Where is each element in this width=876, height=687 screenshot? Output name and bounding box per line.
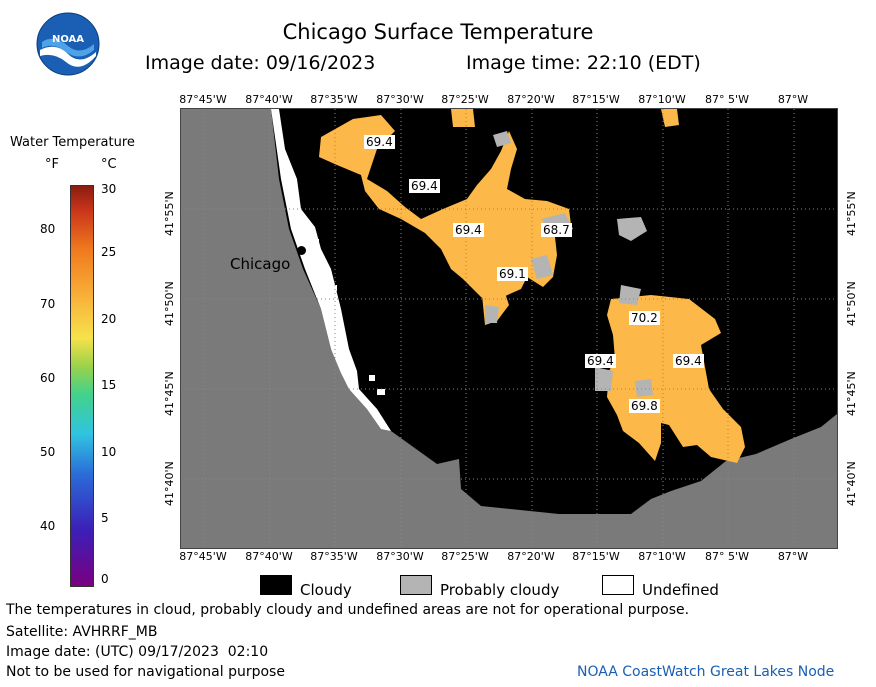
fahrenheit-tick: 60 bbox=[40, 371, 56, 385]
longitude-label-bottom: 87°20'W bbox=[507, 550, 555, 563]
longitude-label-bottom: 87°W bbox=[777, 550, 809, 563]
temp-label: 69.4 bbox=[673, 354, 704, 368]
longitude-label-top: 87°10'W bbox=[638, 93, 686, 106]
colorbar-scale bbox=[70, 185, 94, 587]
map-title: Chicago Surface Temperature bbox=[282, 20, 594, 44]
latitude-label-right: 41°45'N bbox=[845, 371, 858, 416]
logo-text: NOAA bbox=[51, 34, 85, 45]
celsius-tick: 25 bbox=[101, 245, 117, 259]
footer-credit[interactable]: NOAA CoastWatch Great Lakes Node bbox=[577, 664, 835, 680]
longitude-label-bottom: 87°25'W bbox=[441, 550, 489, 563]
graticule bbox=[181, 109, 837, 548]
celsius-tick: 30 bbox=[101, 182, 117, 196]
celsius-tick: 5 bbox=[101, 511, 109, 525]
image-date: Image date: 09/16/2023 bbox=[145, 52, 376, 74]
longitude-label-top: 87°45'W bbox=[179, 93, 227, 106]
longitude-label-bottom: 87°15'W bbox=[572, 550, 620, 563]
longitude-label-top: 87°W bbox=[777, 93, 809, 106]
celsius-tick: 0 bbox=[101, 572, 109, 586]
fahrenheit-tick: 70 bbox=[40, 297, 56, 311]
longitude-label-bottom: 87°10'W bbox=[638, 550, 686, 563]
latitude-label-right: 41°40'N bbox=[845, 461, 858, 506]
temp-label: 69.4 bbox=[409, 179, 440, 193]
fahrenheit-tick: 40 bbox=[40, 519, 56, 533]
map-svg bbox=[271, 109, 837, 514]
longitude-label-top: 87°15'W bbox=[572, 93, 620, 106]
undefined-speckles bbox=[309, 239, 385, 395]
footer-utc-date: Image date: (UTC) 09/17/2023 02:10 bbox=[6, 644, 269, 660]
latitude-label-right: 41°50'N bbox=[845, 281, 858, 326]
longitude-label-top: 87°20'W bbox=[507, 93, 555, 106]
temp-label: 69.4 bbox=[453, 223, 484, 237]
latitude-label-right: 41°55'N bbox=[845, 191, 858, 236]
longitude-label-top: 87°35'W bbox=[310, 93, 358, 106]
temp-label: 69.1 bbox=[497, 267, 528, 281]
temp-label: 68.7 bbox=[541, 223, 572, 237]
legend-label-cloudy: Cloudy bbox=[300, 581, 352, 599]
legend-label-probably-cloudy: Probably cloudy bbox=[440, 581, 560, 599]
noaa-logo: NOAA bbox=[36, 12, 100, 76]
longitude-label-bottom: 87° 5'W bbox=[705, 550, 749, 563]
unit-celsius: °C bbox=[101, 157, 117, 172]
legend-swatch-cloudy bbox=[260, 575, 292, 595]
colorbar-title: Water Temperature bbox=[10, 135, 135, 150]
temp-label: 69.4 bbox=[364, 135, 395, 149]
longitude-label-bottom: 87°30'W bbox=[376, 550, 424, 563]
unit-fahrenheit: °F bbox=[45, 157, 59, 172]
latitude-label-left: 41°50'N bbox=[163, 281, 176, 326]
chicago-label: Chicago bbox=[230, 255, 291, 273]
temp-label: 70.2 bbox=[629, 311, 660, 325]
legend-label-undefined: Undefined bbox=[642, 581, 719, 599]
undefined-shoreline bbox=[271, 109, 391, 431]
latitude-label-left: 41°40'N bbox=[163, 461, 176, 506]
longitude-label-top: 87°25'W bbox=[441, 93, 489, 106]
chicago-marker bbox=[297, 246, 306, 255]
legend-swatch-probably-cloudy bbox=[400, 575, 432, 595]
longitude-label-top: 87°30'W bbox=[376, 93, 424, 106]
longitude-label-top: 87°40'W bbox=[245, 93, 293, 106]
footer-note: The temperatures in cloud, probably clou… bbox=[6, 602, 690, 618]
temp-label: 69.8 bbox=[629, 399, 660, 413]
longitude-label-top: 87° 5'W bbox=[705, 93, 749, 106]
celsius-tick: 10 bbox=[101, 445, 117, 459]
celsius-tick: 15 bbox=[101, 378, 117, 392]
latitude-label-left: 41°55'N bbox=[163, 191, 176, 236]
footer-nav-warning: Not to be used for navigational purpose bbox=[6, 664, 285, 680]
latitude-label-left: 41°45'N bbox=[163, 371, 176, 416]
longitude-label-bottom: 87°45'W bbox=[179, 550, 227, 563]
warm-water-patches bbox=[319, 109, 745, 463]
fahrenheit-tick: 80 bbox=[40, 222, 56, 236]
map-panel: Chicago 69.4 69.4 69.4 68.7 69.1 70.2 69… bbox=[180, 108, 838, 549]
temp-label: 69.4 bbox=[585, 354, 616, 368]
longitude-label-bottom: 87°35'W bbox=[310, 550, 358, 563]
fahrenheit-tick: 50 bbox=[40, 445, 56, 459]
footer-satellite: Satellite: AVHRRF_MB bbox=[6, 624, 158, 640]
longitude-label-bottom: 87°40'W bbox=[245, 550, 293, 563]
legend-swatch-undefined bbox=[602, 575, 634, 595]
celsius-tick: 20 bbox=[101, 312, 117, 326]
image-time: Image time: 22:10 (EDT) bbox=[466, 52, 701, 74]
